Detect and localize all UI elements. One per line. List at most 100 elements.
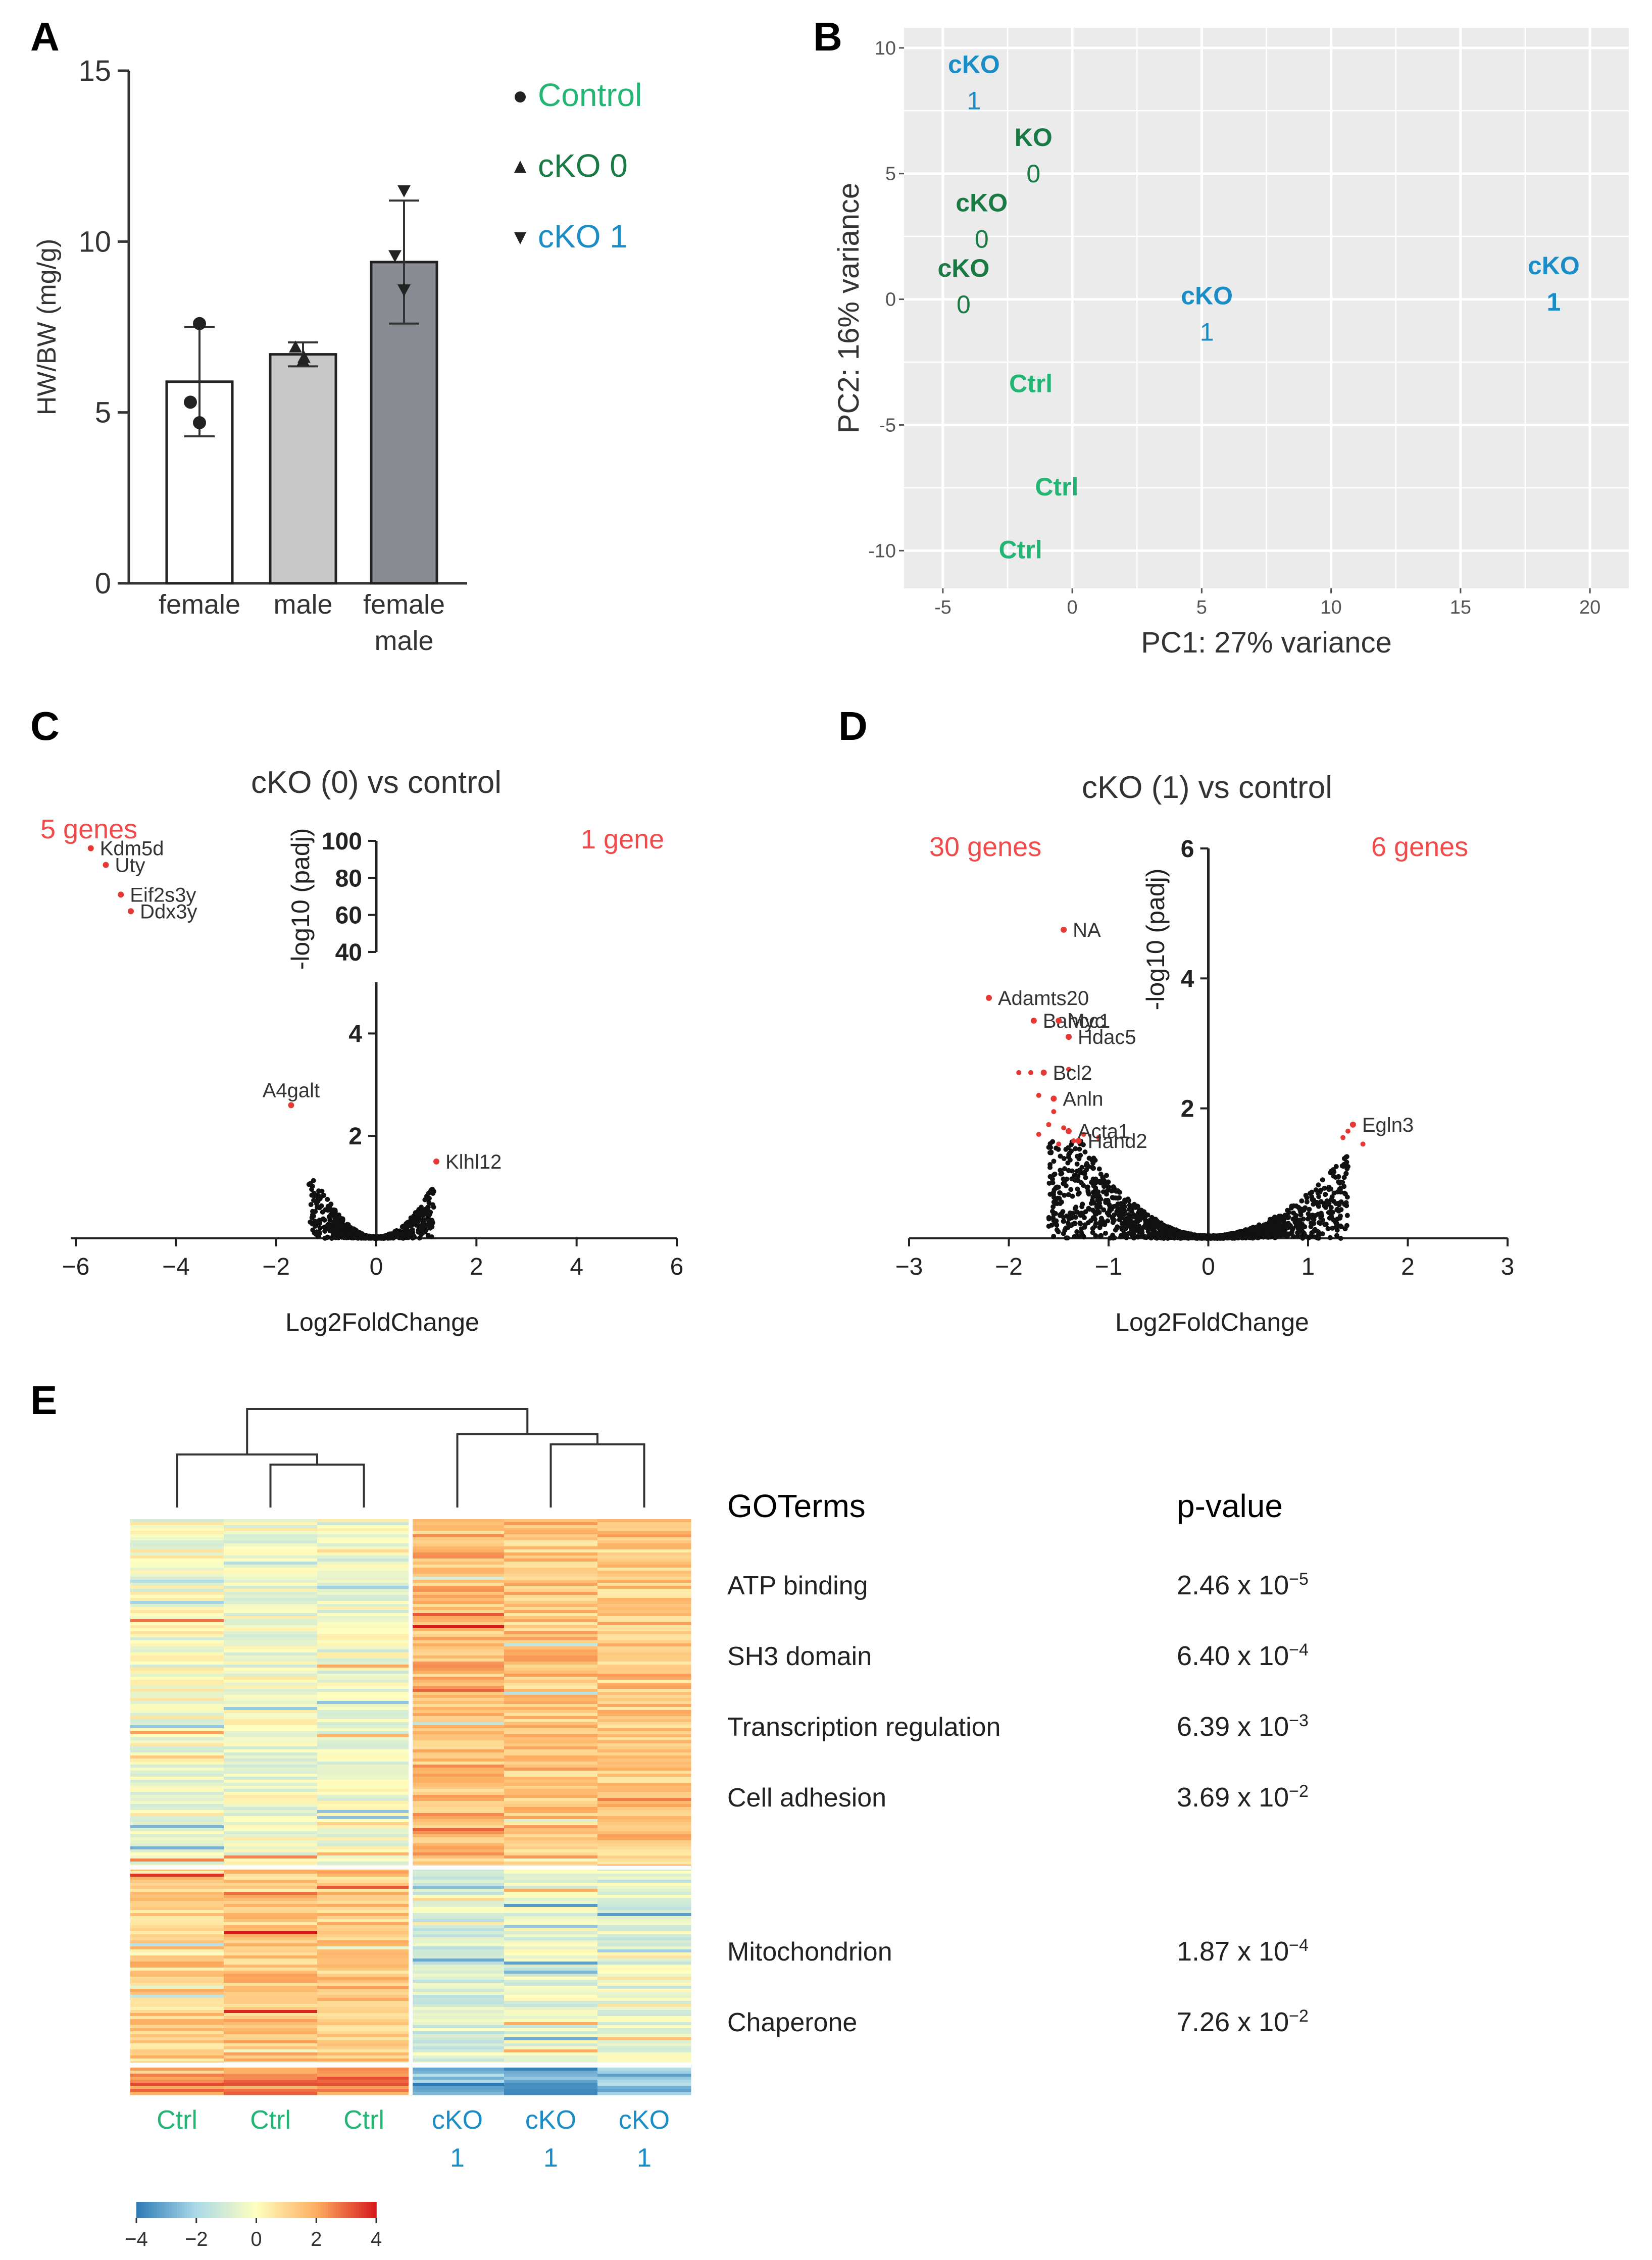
heatmap-cell	[130, 1552, 224, 1556]
significant-gene-point	[1349, 1121, 1356, 1128]
heatmap-cell	[504, 2058, 598, 2062]
heatmap-cell	[224, 1849, 318, 1853]
gene-point	[1275, 1220, 1281, 1226]
y-tick-label: 2	[1181, 1096, 1194, 1123]
heatmap-cell	[224, 1955, 318, 1959]
heatmap-cell	[130, 1883, 224, 1886]
heatmap-cell	[130, 1801, 224, 1804]
heatmap-cell	[224, 2010, 318, 2014]
heatmap-cell	[411, 1892, 505, 1895]
heatmap-cell	[317, 2086, 411, 2089]
heatmap-cell	[597, 2086, 691, 2089]
gene-point	[1093, 1176, 1098, 1182]
gene-point	[328, 1201, 334, 1207]
column-sublabel: 1	[450, 2143, 465, 2173]
colorbar-segment	[242, 2202, 245, 2218]
gene-point	[1123, 1226, 1128, 1231]
heatmap-cell	[411, 1704, 505, 1707]
heatmap-cell	[504, 1777, 598, 1780]
heatmap-cell	[597, 1722, 691, 1726]
heatmap-cell	[130, 1922, 224, 1926]
heatmap-cell	[411, 1565, 505, 1568]
gene-point	[1154, 1231, 1159, 1237]
heatmap-cell	[317, 1731, 411, 1735]
heatmap-cell	[411, 1607, 505, 1611]
heatmap-cell	[597, 1755, 691, 1759]
heatmap-cell	[224, 2001, 318, 2004]
gene-point	[1145, 1234, 1151, 1239]
heatmap-cell	[411, 1713, 505, 1717]
heatmap-cell	[597, 1992, 691, 1995]
significant-gene-point	[1016, 1070, 1022, 1075]
heatmap-cell	[411, 1792, 505, 1795]
heatmap-cell	[317, 1825, 411, 1829]
heatmap-cell	[597, 1904, 691, 1907]
heatmap-cell	[224, 1916, 318, 1920]
heatmap-cell	[317, 1925, 411, 1929]
heatmap-cell	[224, 2028, 318, 2032]
heatmap-cell	[504, 1549, 598, 1553]
heatmap-cell	[411, 1716, 505, 1720]
colorbar-segment	[215, 2202, 218, 2218]
heatmap-cell	[597, 1971, 691, 1974]
heatmap-cell	[411, 1628, 505, 1632]
heatmap-cell	[411, 1774, 505, 1777]
panel-label-a: A	[30, 14, 60, 59]
heatmap-cell	[130, 1674, 224, 1677]
heatmap-cell	[504, 1928, 598, 1932]
heatmap-cell	[504, 1895, 598, 1898]
heatmap-cell	[504, 1889, 598, 1892]
heatmap-cell	[224, 1652, 318, 1656]
gene-point	[1183, 1230, 1188, 1236]
heatmap-cell	[504, 2092, 598, 2095]
p-value-exponent: −4	[1289, 1640, 1309, 1660]
significant-gene-point	[87, 845, 94, 851]
gene-point	[1325, 1226, 1331, 1231]
pca-point-label: Ctrl	[1035, 473, 1078, 501]
heatmap-cell	[130, 2004, 224, 2007]
significant-gene-point	[128, 908, 134, 915]
heatmap-cell	[597, 2052, 691, 2056]
heatmap-cell	[597, 2016, 691, 2020]
heatmap-cell	[130, 2046, 224, 2050]
legend-marker	[514, 232, 526, 244]
heatmap-cell	[411, 1601, 505, 1604]
gene-point	[405, 1220, 410, 1225]
gene-point	[1086, 1206, 1091, 1211]
legend-marker	[514, 161, 526, 173]
gene-point	[1047, 1162, 1053, 1168]
go-term-p-value: 2.46 x 10−5	[1177, 1570, 1309, 1601]
heatmap-cell	[597, 1840, 691, 1844]
gene-label: Kdm5d	[100, 838, 164, 860]
gene-point	[352, 1228, 357, 1233]
heatmap-cell	[504, 1813, 598, 1817]
gene-point	[1093, 1221, 1098, 1226]
heatmap-cell	[130, 1540, 224, 1544]
heatmap-cell	[317, 2068, 411, 2071]
heatmap-cell	[224, 1892, 318, 1895]
heatmap-cell	[504, 1810, 598, 1814]
heatmap-cell	[411, 1698, 505, 1701]
heatmap-cell	[504, 1628, 598, 1632]
heatmap-cell	[130, 1904, 224, 1907]
gene-point	[1327, 1235, 1333, 1240]
significant-gene-point	[1030, 1017, 1037, 1024]
heatmap-cell	[411, 2040, 505, 2044]
heatmap-cell	[224, 1910, 318, 1914]
heatmap-cell	[224, 1625, 318, 1629]
heatmap-cell	[317, 1789, 411, 1792]
heatmap-cell	[130, 2068, 224, 2071]
gene-label: Hdac5	[1078, 1026, 1136, 1048]
heatmap-cell	[504, 1843, 598, 1847]
heatmap-cell	[317, 1710, 411, 1714]
heatmap-cell	[130, 1968, 224, 1971]
heatmap-cell	[317, 1852, 411, 1856]
heatmap-cell	[130, 1871, 224, 1874]
heatmap-cell	[504, 1943, 598, 1947]
heatmap-cell	[224, 2031, 318, 2035]
go-term-p-value: 6.39 x 10−3	[1177, 1711, 1309, 1742]
heatmap-cell	[317, 1671, 411, 1674]
heatmap-cell	[411, 2052, 505, 2056]
go-term-name: SH3 domain	[727, 1642, 872, 1671]
heatmap-cell	[504, 1674, 598, 1677]
